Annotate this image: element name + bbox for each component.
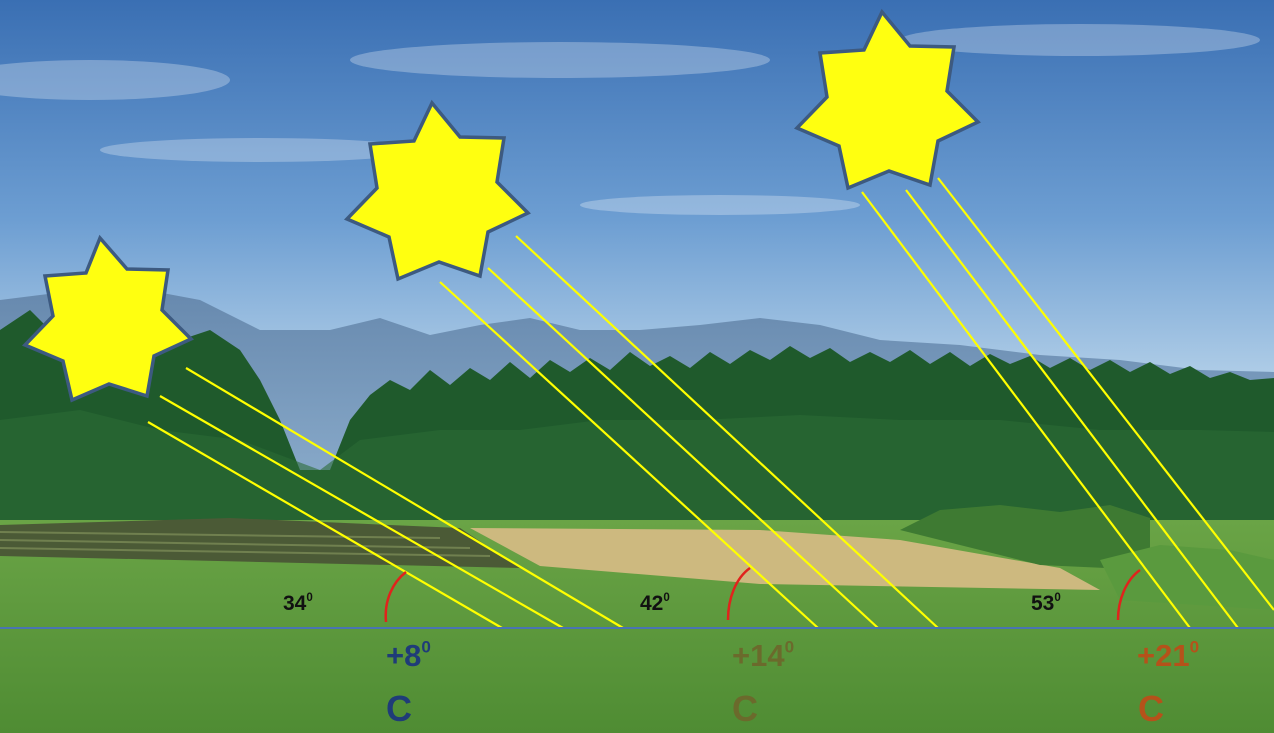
angle-value-3: 53 [1031,592,1055,615]
ray-2a [439,281,819,629]
angle-label-1: 340 [283,592,313,616]
ray-1b [159,395,564,629]
angle-arc-2 [726,566,751,621]
clouds [0,24,1260,215]
temperature-degree-1: 0 [421,637,431,657]
plowed-strip [0,518,520,568]
degree-mark-3: 0 [1054,591,1061,604]
temperature-label-3: +210 [1137,638,1199,674]
temperature-value-3: +21 [1137,638,1190,673]
angle-arc-3 [1116,568,1141,621]
ray-3a [861,191,1191,629]
ray-2b [487,267,879,629]
ray-3b [905,189,1239,629]
ray-3c [937,177,1274,611]
sun-2 [343,99,531,282]
ray-1c [185,367,624,629]
temperature-degree-2: 0 [784,637,795,657]
furrows [0,531,491,557]
bushes [900,505,1150,570]
unit-label-1: C [386,688,412,729]
ray-2c [515,235,939,629]
temperature-value-2: +14 [732,638,785,673]
angle-arcs [384,566,1141,623]
sun-rays [147,177,1274,629]
angle-value-1: 34 [283,592,307,615]
temperature-value-1: +8 [386,638,422,673]
unit-label-2: C [732,688,758,729]
temperature-label-2: +140 [732,638,794,674]
temperature-label-1: +80 [386,638,431,674]
unit-label-3: C [1138,688,1164,729]
angle-label-2: 420 [640,592,670,616]
angle-label-3: 530 [1031,592,1061,616]
angle-arc-1 [384,571,407,623]
sun-3 [793,8,981,191]
forest-shade [0,410,1274,530]
degree-mark-1: 0 [306,591,313,604]
ray-1a [147,421,503,629]
bushes-right [1100,545,1274,610]
angle-value-2: 42 [640,592,664,615]
degree-mark-2: 0 [663,591,670,604]
temperature-degree-3: 0 [1189,637,1200,657]
hay-patch [470,528,1100,590]
sun-1 [21,234,195,403]
